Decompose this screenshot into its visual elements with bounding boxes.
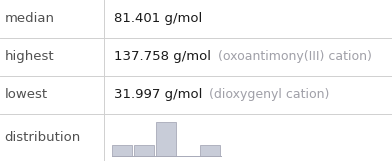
Text: (dioxygenyl cation): (dioxygenyl cation) [209, 88, 330, 101]
Text: (oxoantimony(III) cation): (oxoantimony(III) cation) [218, 50, 372, 63]
Text: distribution: distribution [5, 131, 81, 144]
Text: highest: highest [5, 50, 54, 63]
Text: 137.758 g/mol: 137.758 g/mol [114, 50, 211, 63]
Bar [112, 145, 132, 156]
Text: 81.401 g/mol: 81.401 g/mol [114, 12, 202, 25]
Bar [156, 122, 176, 156]
Text: lowest: lowest [5, 88, 48, 101]
Bar [134, 145, 154, 156]
Bar [200, 145, 220, 156]
Text: median: median [5, 12, 55, 25]
Text: 31.997 g/mol: 31.997 g/mol [114, 88, 202, 101]
